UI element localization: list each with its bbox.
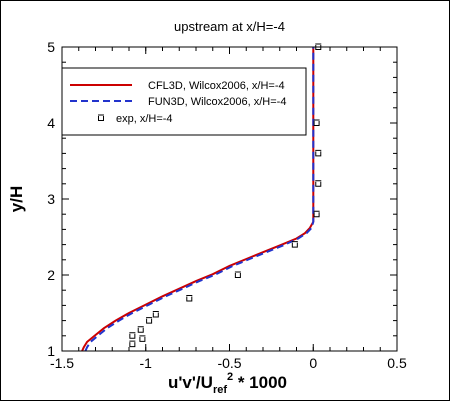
x-axis-title-main: u'v'/U — [168, 373, 213, 392]
exp-data-point — [129, 340, 136, 348]
x-tick-label: -0.5 — [217, 355, 241, 371]
cfl3d-series-line — [81, 47, 315, 352]
y-tick-label: 4 — [47, 115, 55, 131]
x-tick-label: -1.5 — [50, 355, 74, 371]
exp-data-point — [152, 311, 159, 318]
chart-title: upstream at x/H=-4 — [174, 19, 285, 34]
plot-area — [61, 46, 398, 352]
y-tick-label: 1 — [47, 343, 55, 359]
exp-data-point — [234, 271, 241, 278]
exp-data-point — [315, 149, 322, 157]
tick-labels: -1.5 -1 -0.5 0 0.5 1 2 3 4 5 — [47, 39, 407, 371]
y-tick-label: 2 — [47, 267, 55, 283]
legend-label: FUN3D, Wilcox2006, x/H=-4 — [148, 96, 286, 108]
exp-data-point — [98, 114, 104, 121]
x-tick-label: -1 — [140, 355, 153, 371]
x-axis-title-tail: * 1000 — [233, 373, 287, 392]
exp-data-point — [313, 119, 320, 126]
legend-label: exp, x/H=-4 — [116, 113, 173, 125]
x-axis-title: u'v'/Uref2 * 1000 — [168, 371, 287, 396]
exp-data-point — [139, 335, 146, 342]
x-axis-title-sup: 2 — [227, 371, 233, 383]
fun3d-series-line — [84, 47, 315, 352]
exp-data-point — [146, 317, 153, 324]
x-tick-label: 0 — [309, 355, 317, 371]
exp-data-point — [186, 295, 193, 302]
exp-data-point — [313, 210, 320, 218]
x-axis-title-sub: ref — [213, 384, 227, 396]
plot-series — [81, 43, 322, 352]
legend-label: CFL3D, Wilcox2006, x/H=-4 — [148, 80, 285, 92]
exp-data-point — [291, 241, 298, 248]
exp-data-point — [137, 326, 144, 333]
x-tick-label: 0.5 — [387, 355, 407, 371]
legend: CFL3D, Wilcox2006, x/H=-4 FUN3D, Wilcox20… — [61, 67, 307, 136]
y-tick-label: 3 — [47, 191, 55, 207]
legend-box — [61, 67, 307, 136]
y-tick-label: 5 — [47, 39, 55, 55]
exp-data-point — [129, 332, 136, 339]
y-axis-title: y/H — [7, 186, 26, 212]
exp-data-point — [315, 180, 322, 187]
